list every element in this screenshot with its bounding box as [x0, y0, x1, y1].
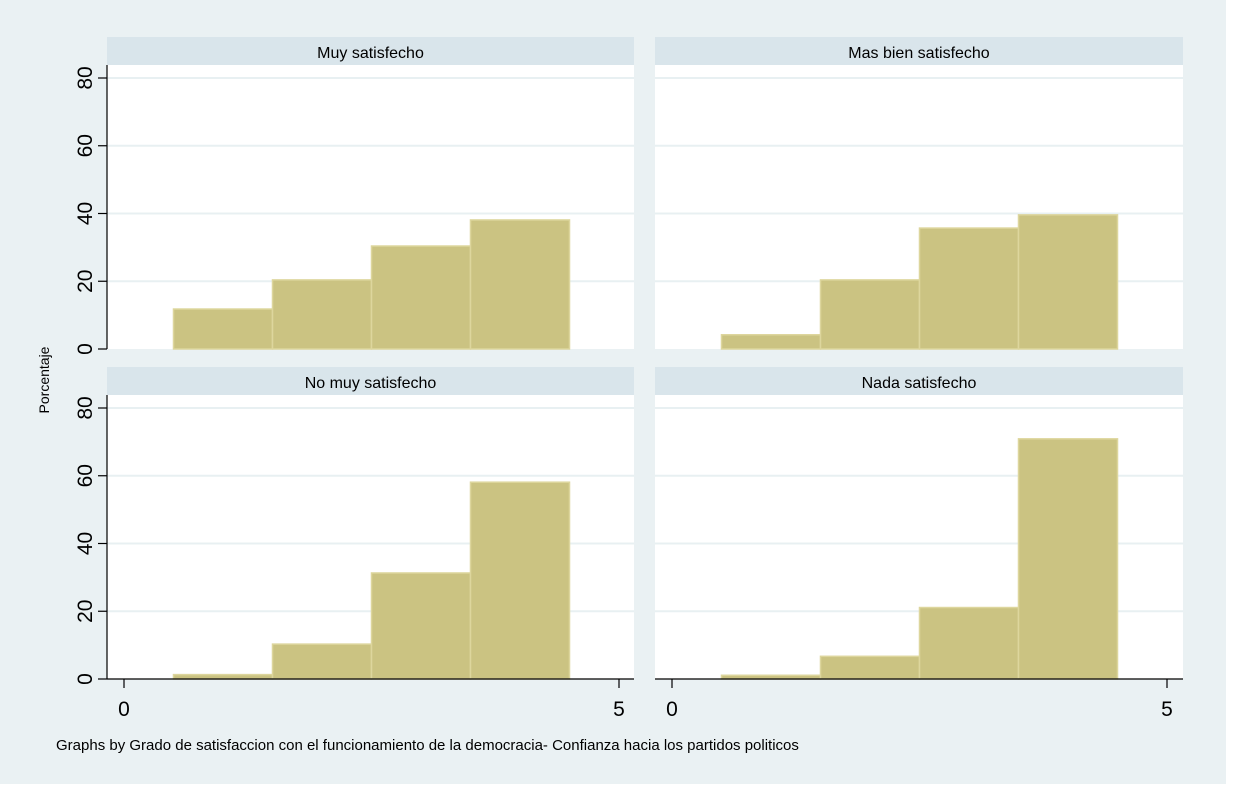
panel-title: No muy satisfecho [305, 375, 437, 392]
x-tick-label: 0 [666, 698, 678, 721]
panel-header [107, 37, 634, 65]
y-tick-label: 80 [74, 66, 97, 89]
panel-title: Muy satisfecho [317, 45, 424, 62]
y-tick-label: 60 [74, 464, 97, 487]
panel-4: Nada satisfecho 0 5 [655, 367, 1183, 721]
histogram-bar [271, 643, 373, 680]
y-tick-label: 40 [74, 532, 97, 555]
histogram-bar [1017, 214, 1119, 350]
x-tick-label: 5 [1161, 698, 1173, 721]
x-tick-label: 5 [613, 698, 625, 721]
histogram-bar [172, 308, 274, 350]
histogram-bar [469, 481, 571, 680]
histogram-bar [918, 606, 1020, 680]
y-tick-label: 20 [74, 270, 97, 293]
histogram-bar [720, 334, 822, 350]
y-tick-label: 20 [74, 600, 97, 623]
histogram-bar [819, 279, 921, 350]
histogram-bar [172, 673, 274, 680]
x-tick-label: 0 [118, 698, 130, 721]
panel-title: Mas bien satisfecho [848, 45, 990, 62]
y-tick-label: 60 [74, 134, 97, 157]
panels: Muy satisfecho 0 20 40 60 80 Mas bien satisfec… [74, 37, 1183, 721]
panel-3: No muy satisfecho 0 20 40 60 80 0 5 [74, 367, 634, 721]
histogram-bar [370, 245, 472, 350]
histogram-bar [469, 219, 571, 350]
histogram-bar [370, 572, 472, 680]
y-tick-label: 0 [74, 343, 97, 355]
y-tick-label: 40 [74, 202, 97, 225]
histogram-bar [271, 279, 373, 350]
histogram-bar [1017, 438, 1119, 680]
panel-1: Muy satisfecho 0 20 40 60 80 [74, 37, 634, 355]
panel-2: Mas bien satisfecho [655, 37, 1183, 350]
panel-header [655, 367, 1183, 395]
graph-note: Graphs by Grado de satisfaccion con el f… [56, 737, 799, 754]
y-tick-label: 0 [74, 673, 97, 685]
y-tick-label: 80 [74, 396, 97, 419]
y-axis-label: Porcentaje [36, 346, 52, 413]
panel-header [655, 37, 1183, 65]
panel-header [107, 367, 634, 395]
histogram-bar [918, 227, 1020, 350]
panel-title: Nada satisfecho [862, 375, 977, 392]
histogram-bar [819, 655, 921, 680]
